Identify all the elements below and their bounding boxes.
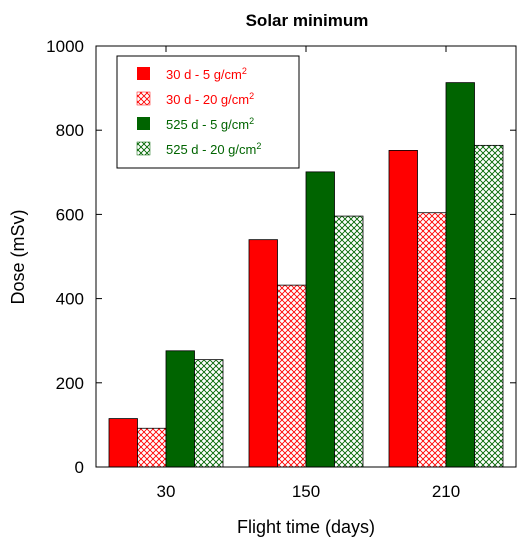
x-tick-label: 150 [292, 482, 320, 501]
legend-label-superscript: 2 [249, 91, 254, 101]
y-tick-label: 200 [56, 374, 84, 393]
bar-4-150 [334, 215, 364, 468]
y-tick-label: 800 [56, 121, 84, 140]
legend-swatch [136, 141, 151, 156]
legend-label-superscript: 2 [256, 141, 261, 151]
legend-label-text: 30 d - 5 g/cm [166, 67, 242, 82]
legend-label: 525 d - 5 g/cm2 [166, 116, 254, 132]
legend-label: 525 d - 20 g/cm2 [166, 141, 261, 157]
legend-label-text: 525 d - 5 g/cm [166, 117, 249, 132]
legend-label: 30 d - 20 g/cm2 [166, 91, 254, 107]
plot-frame [95, 45, 517, 468]
x-tick-label: 30 [157, 482, 176, 501]
bar-3-210 [445, 82, 475, 468]
bar-2-210 [417, 212, 447, 468]
legend-swatch [136, 91, 151, 106]
bar-4-30 [194, 359, 224, 468]
y-tick-label: 1000 [46, 37, 84, 56]
bar-3-150 [305, 171, 335, 468]
bar-1-30 [108, 418, 138, 468]
chart-title: Solar minimum [246, 11, 369, 30]
bar-1-210 [388, 150, 418, 468]
legend-label: 30 d - 5 g/cm2 [166, 66, 247, 82]
y-tick-label: 600 [56, 205, 84, 224]
x-tick-label: 210 [432, 482, 460, 501]
bar-2-30 [137, 427, 167, 468]
legend-swatch [137, 117, 150, 130]
bar-3-30 [165, 350, 195, 468]
legend-label-superscript: 2 [249, 116, 254, 126]
legend-swatch [137, 67, 150, 80]
legend-label-text: 30 d - 20 g/cm [166, 92, 249, 107]
bar-1-150 [248, 239, 278, 468]
y-axis-label: Dose (mSv) [8, 209, 28, 304]
bar-4-210 [474, 144, 504, 468]
legend-label-text: 525 d - 20 g/cm [166, 142, 256, 157]
bar-2-150 [277, 284, 307, 468]
y-tick-label: 400 [56, 290, 84, 309]
legend-label-superscript: 2 [242, 66, 247, 76]
y-tick-label: 0 [75, 458, 84, 477]
x-axis-label: Flight time (days) [237, 517, 375, 537]
